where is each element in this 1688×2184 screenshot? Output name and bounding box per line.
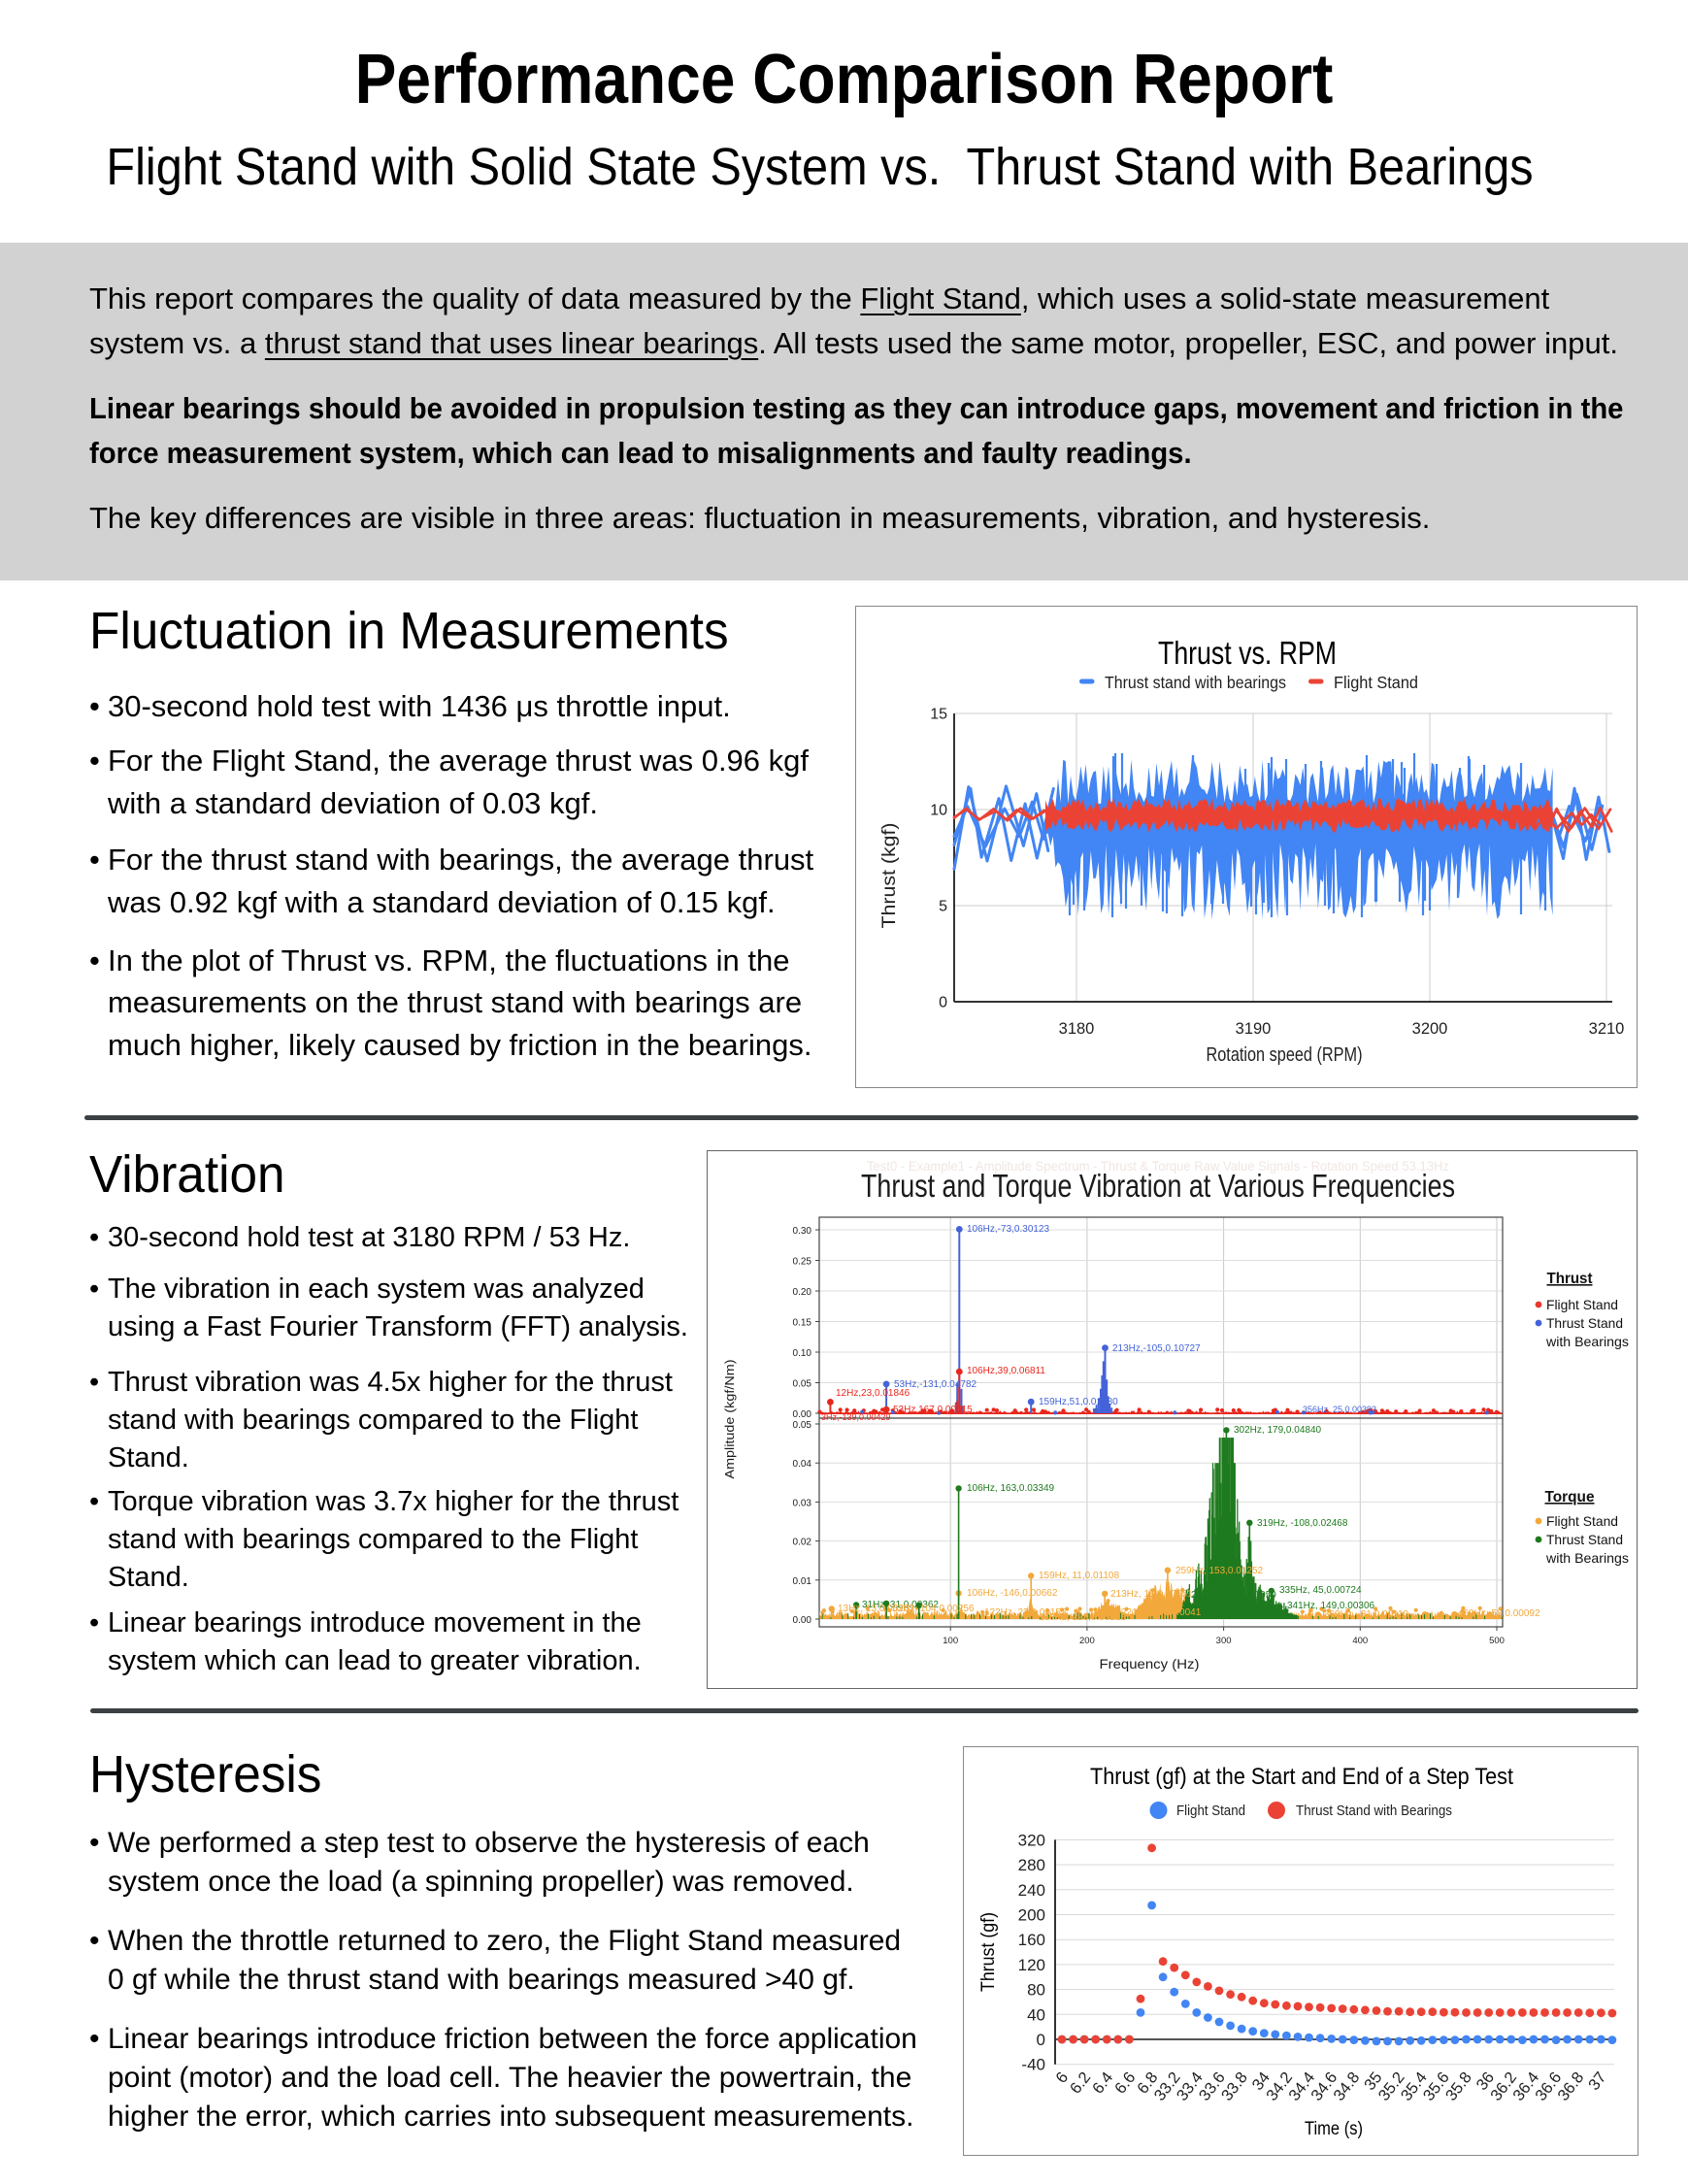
svg-text:0.03: 0.03 bbox=[793, 1498, 812, 1508]
svg-text:100: 100 bbox=[943, 1636, 958, 1646]
svg-text:0.25: 0.25 bbox=[793, 1257, 812, 1268]
svg-text:-40: -40 bbox=[1021, 2056, 1045, 2074]
svg-text:320: 320 bbox=[1018, 1831, 1045, 1849]
svg-text:3200: 3200 bbox=[1412, 1020, 1448, 1038]
svg-text:53Hz, 104,0.00256: 53Hz, 104,0.00256 bbox=[892, 1604, 975, 1614]
svg-text:122Hz, 23,0.00155: 122Hz, 23,0.00155 bbox=[984, 1607, 1067, 1618]
svg-text:500: 500 bbox=[1489, 1636, 1505, 1646]
svg-text:with Bearings: with Bearings bbox=[1545, 1334, 1629, 1349]
svg-text:3Hz,-139,0.00429: 3Hz,-139,0.00429 bbox=[821, 1412, 891, 1422]
svg-text:335Hz, 45,0.00724: 335Hz, 45,0.00724 bbox=[1279, 1585, 1362, 1596]
svg-text:Torque: Torque bbox=[1545, 1489, 1595, 1506]
svg-text:0: 0 bbox=[1037, 2031, 1045, 2049]
svg-text:Thrust Stand: Thrust Stand bbox=[1546, 1315, 1623, 1331]
svg-text:400: 400 bbox=[1352, 1636, 1368, 1646]
svg-text:12Hz,23,0.01846: 12Hz,23,0.01846 bbox=[836, 1388, 910, 1399]
svg-text:200: 200 bbox=[1079, 1636, 1095, 1646]
svg-text:213Hz,-105,0.10727: 213Hz,-105,0.10727 bbox=[1112, 1343, 1201, 1354]
svg-text:160Hz, 123,0.00213: 160Hz, 123,0.00213 bbox=[1039, 1612, 1127, 1623]
svg-text:3180: 3180 bbox=[1059, 1020, 1095, 1038]
svg-text:6.6: 6.6 bbox=[1111, 2068, 1139, 2097]
svg-text:Amplitude (kgf/Nm): Amplitude (kgf/Nm) bbox=[723, 1360, 737, 1479]
svg-text:319Hz, -108,0.02468: 319Hz, -108,0.02468 bbox=[1257, 1518, 1348, 1529]
svg-text:240: 240 bbox=[1018, 1881, 1045, 1900]
svg-text:159Hz,51,0.01880: 159Hz,51,0.01880 bbox=[1039, 1397, 1118, 1407]
svg-text:106Hz, -146,0.00662: 106Hz, -146,0.00662 bbox=[967, 1588, 1058, 1599]
svg-text:0.04: 0.04 bbox=[793, 1459, 812, 1470]
svg-text:31Hz, 31,0.00362: 31Hz, 31,0.00362 bbox=[862, 1600, 939, 1610]
svg-text:35.8: 35.8 bbox=[1442, 2068, 1475, 2103]
svg-text:302Hz, 179,0.04840: 302Hz, 179,0.04840 bbox=[1234, 1425, 1322, 1436]
svg-text:3190: 3190 bbox=[1236, 1020, 1272, 1038]
svg-text:Thrust stand with bearings: Thrust stand with bearings bbox=[1105, 673, 1286, 692]
svg-text:106Hz,-73,0.30123: 106Hz,-73,0.30123 bbox=[967, 1224, 1050, 1235]
svg-text:34.8: 34.8 bbox=[1330, 2068, 1363, 2103]
svg-text:40: 40 bbox=[1027, 2005, 1045, 2024]
svg-text:Thrust and Torque Vibration at: Thrust and Torque Vibration at Various F… bbox=[861, 1168, 1455, 1204]
svg-text:356Hz, 25,0.00393: 356Hz, 25,0.00393 bbox=[1303, 1405, 1376, 1414]
svg-text:289Hz, -173,0.0059: 289Hz, -173,0.0059 bbox=[1191, 1590, 1276, 1601]
svg-text:469Hz, 58,0.00092: 469Hz, 58,0.00092 bbox=[1458, 1608, 1540, 1619]
svg-text:5: 5 bbox=[939, 899, 947, 915]
svg-text:Rotation speed (RPM): Rotation speed (RPM) bbox=[1207, 1044, 1363, 1066]
svg-text:300: 300 bbox=[1216, 1636, 1232, 1646]
svg-text:Thrust vs. RPM: Thrust vs. RPM bbox=[1158, 635, 1337, 671]
svg-text:106Hz, 163,0.03349: 106Hz, 163,0.03349 bbox=[967, 1483, 1055, 1494]
svg-text:with Bearings: with Bearings bbox=[1545, 1550, 1629, 1566]
svg-text:Thrust (gf): Thrust (gf) bbox=[978, 1912, 999, 1992]
svg-text:0.05: 0.05 bbox=[793, 1420, 812, 1431]
svg-text:0.05: 0.05 bbox=[793, 1379, 812, 1390]
svg-text:159Hz, 11,0.01108: 159Hz, 11,0.01108 bbox=[1039, 1571, 1119, 1581]
svg-text:6.2: 6.2 bbox=[1067, 2068, 1094, 2097]
svg-text:Flight Stand: Flight Stand bbox=[1546, 1297, 1618, 1312]
svg-text:120: 120 bbox=[1018, 1956, 1045, 1974]
svg-text:Test0 - Example1 - Amplitude S: Test0 - Example1 - Amplitude Spectrum - … bbox=[867, 1158, 1449, 1174]
svg-text:Thrust Stand: Thrust Stand bbox=[1546, 1532, 1623, 1547]
svg-text:33.8: 33.8 bbox=[1218, 2068, 1251, 2103]
svg-text:3210: 3210 bbox=[1589, 1020, 1625, 1038]
svg-text:259Hz, 153,0.01252: 259Hz, 153,0.01252 bbox=[1175, 1566, 1264, 1576]
svg-text:Thrust Stand with Bearings: Thrust Stand with Bearings bbox=[1296, 1803, 1452, 1819]
svg-text:13Hz, 13,0.00263: 13Hz, 13,0.00263 bbox=[838, 1604, 914, 1614]
svg-text:280: 280 bbox=[1018, 1856, 1045, 1874]
svg-text:15: 15 bbox=[930, 707, 947, 723]
svg-text:53Hz,167,0.00615: 53Hz,167,0.00615 bbox=[893, 1405, 973, 1415]
svg-text:0: 0 bbox=[939, 995, 947, 1011]
svg-text:0.02: 0.02 bbox=[793, 1538, 812, 1548]
svg-text:369Hz, -31,0.00110: 369Hz, -31,0.00110 bbox=[1324, 1609, 1409, 1620]
svg-text:200: 200 bbox=[1018, 1906, 1045, 1925]
svg-text:53Hz,-131,0.04782: 53Hz,-131,0.04782 bbox=[894, 1379, 977, 1390]
svg-text:10: 10 bbox=[930, 803, 947, 819]
svg-text:0.10: 0.10 bbox=[793, 1348, 812, 1359]
svg-text:Flight Stand: Flight Stand bbox=[1546, 1513, 1618, 1529]
svg-text:6.4: 6.4 bbox=[1089, 2068, 1116, 2097]
svg-text:Frequency (Hz): Frequency (Hz) bbox=[1100, 1656, 1200, 1671]
svg-text:221Hz, -66,0.0041: 221Hz, -66,0.0041 bbox=[1121, 1607, 1202, 1618]
svg-text:Flight Stand: Flight Stand bbox=[1334, 673, 1418, 692]
svg-text:Thrust: Thrust bbox=[1547, 1271, 1594, 1287]
svg-text:0.30: 0.30 bbox=[793, 1226, 812, 1237]
svg-text:0.00: 0.00 bbox=[793, 1409, 812, 1420]
svg-text:0.20: 0.20 bbox=[793, 1287, 812, 1298]
svg-text:Time (s): Time (s) bbox=[1305, 2119, 1363, 2139]
svg-text:Thrust (gf) at the Start and E: Thrust (gf) at the Start and End of a St… bbox=[1090, 1764, 1513, 1790]
svg-text:Flight Stand: Flight Stand bbox=[1176, 1803, 1245, 1819]
svg-text:341Hz, 149,0.00306: 341Hz, 149,0.00306 bbox=[1287, 1601, 1375, 1611]
svg-text:36.8: 36.8 bbox=[1554, 2068, 1587, 2103]
svg-text:106Hz,39,0.06811: 106Hz,39,0.06811 bbox=[967, 1366, 1045, 1376]
svg-text:Thrust (kgf): Thrust (kgf) bbox=[879, 823, 900, 929]
svg-text:80: 80 bbox=[1027, 1981, 1045, 2000]
svg-text:160: 160 bbox=[1018, 1931, 1045, 1949]
svg-text:37: 37 bbox=[1585, 2068, 1609, 2094]
svg-text:0.00: 0.00 bbox=[793, 1615, 812, 1626]
svg-text:213Hz, 15,0.00651: 213Hz, 15,0.00651 bbox=[1110, 1589, 1193, 1600]
svg-text:0.15: 0.15 bbox=[793, 1318, 812, 1329]
svg-text:0.01: 0.01 bbox=[793, 1576, 812, 1587]
